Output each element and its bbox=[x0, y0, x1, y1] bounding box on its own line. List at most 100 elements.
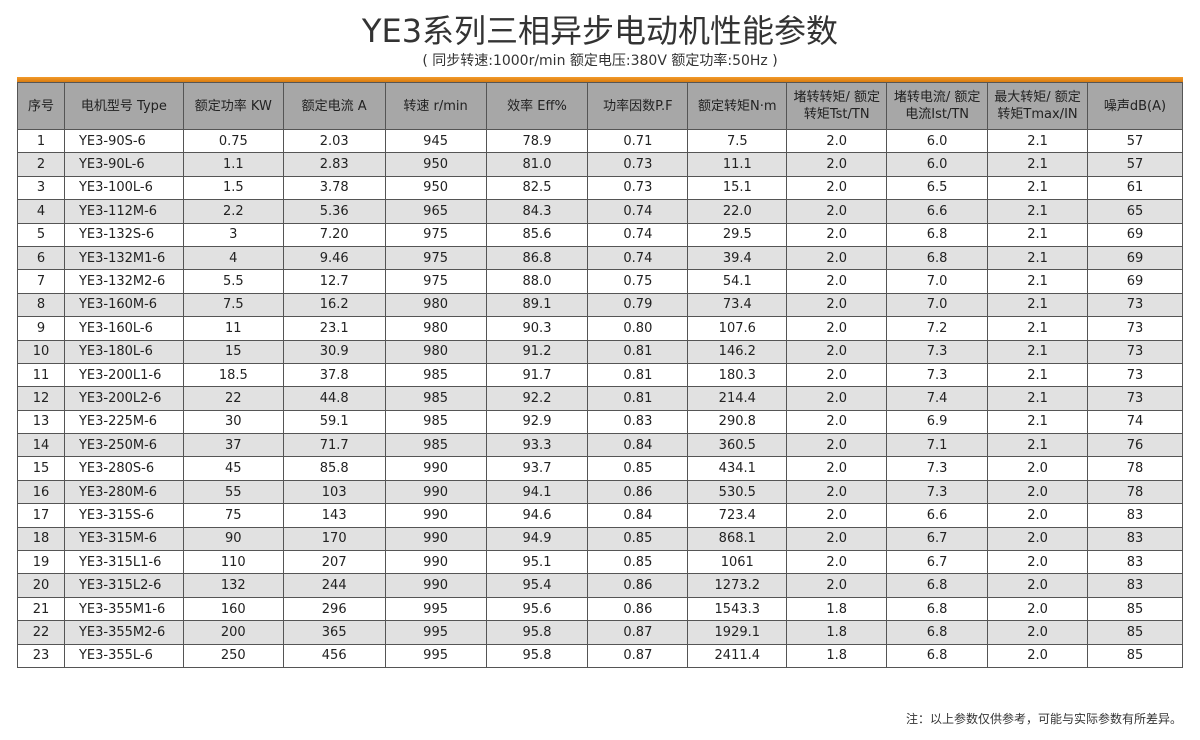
table-cell: 83 bbox=[1087, 526, 1183, 552]
table-cell: 19 bbox=[17, 550, 65, 575]
table-cell: 54.1 bbox=[687, 269, 788, 294]
table-cell: 2.0 bbox=[987, 620, 1088, 645]
table-cell: 93.7 bbox=[485, 456, 589, 481]
table-cell: 2 bbox=[17, 152, 65, 177]
table-cell: 1.5 bbox=[182, 175, 284, 201]
table-cell: 2.0 bbox=[786, 526, 888, 552]
table-cell: 0.75 bbox=[587, 269, 689, 294]
table-cell: 2.0 bbox=[786, 316, 888, 341]
table-row: 8 YE3-160M-6 7.5 16.2 980 89.1 0.79 73.4 2.0 7.0 2… bbox=[17, 292, 1183, 318]
table-cell: 15 bbox=[17, 456, 65, 481]
table-cell: 83 bbox=[1087, 550, 1183, 575]
table-cell: 91.7 bbox=[485, 362, 589, 388]
table-cell: 146.2 bbox=[687, 339, 788, 364]
table-cell: 244 bbox=[282, 573, 386, 598]
table-cell: 1.1 bbox=[182, 152, 284, 177]
table-cell: 94.6 bbox=[485, 503, 589, 528]
table-cell: 3 bbox=[17, 175, 65, 201]
table-cell: 93.3 bbox=[485, 433, 589, 458]
column-header: 转速 r/min bbox=[384, 82, 487, 130]
table-cell: 22.0 bbox=[687, 199, 788, 224]
table-cell: 81.0 bbox=[485, 152, 589, 177]
table-cell: 85 bbox=[1087, 620, 1183, 645]
table-cell: 2.1 bbox=[987, 269, 1088, 294]
table-cell: 6.6 bbox=[886, 199, 989, 224]
table-cell: 5.36 bbox=[282, 199, 386, 224]
table-row: 16 YE3-280M-6 55 103 990 94.1 0.86 530.5 2.0 7.3 2… bbox=[17, 479, 1183, 505]
column-header: 噪声dB(A) bbox=[1087, 82, 1183, 130]
table-cell: 2.0 bbox=[786, 292, 888, 318]
table-cell: 15.1 bbox=[687, 175, 788, 201]
table-cell: 23.1 bbox=[282, 316, 386, 341]
table-cell: 92.9 bbox=[485, 409, 589, 435]
table-cell: 90.3 bbox=[485, 316, 589, 341]
table-cell: 71.7 bbox=[282, 433, 386, 458]
table-cell: 16 bbox=[17, 479, 65, 505]
table-cell: 6.8 bbox=[886, 573, 989, 598]
table-cell: 985 bbox=[384, 409, 487, 435]
table-cell: 7.3 bbox=[886, 339, 989, 364]
table-cell: 365 bbox=[282, 620, 386, 645]
table-cell: 18 bbox=[17, 526, 65, 552]
table-cell: 0.80 bbox=[587, 316, 689, 341]
table-cell: 30 bbox=[182, 409, 284, 435]
table-cell: 6.8 bbox=[886, 596, 989, 622]
table-cell: 95.8 bbox=[485, 643, 589, 668]
table-cell: 2.0 bbox=[987, 596, 1088, 622]
table-cell: 2.1 bbox=[987, 362, 1088, 388]
table-cell: 2.0 bbox=[786, 199, 888, 224]
table-cell: YE3-90S-6 bbox=[63, 128, 184, 154]
column-header: 额定电流 A bbox=[282, 82, 386, 130]
table-cell: 0.84 bbox=[587, 433, 689, 458]
table-cell: 170 bbox=[282, 526, 386, 552]
table-cell: 45 bbox=[182, 456, 284, 481]
table-cell: 0.85 bbox=[587, 550, 689, 575]
table-cell: 990 bbox=[384, 503, 487, 528]
column-header: 效率 Eff% bbox=[485, 82, 589, 130]
table-cell: 82.5 bbox=[485, 175, 589, 201]
table-cell: YE3-280S-6 bbox=[63, 456, 184, 481]
table-cell: 73 bbox=[1087, 316, 1183, 341]
table-cell: 2.1 bbox=[987, 152, 1088, 177]
table-cell: 89.1 bbox=[485, 292, 589, 318]
table-cell: 30.9 bbox=[282, 339, 386, 364]
table-cell: YE3-112M-6 bbox=[63, 199, 184, 224]
table-cell: 103 bbox=[282, 479, 386, 505]
table-cell: 7.20 bbox=[282, 222, 386, 247]
table-cell: 0.75 bbox=[182, 128, 284, 154]
table-cell: YE3-355M2-6 bbox=[63, 620, 184, 645]
table-cell: 214.4 bbox=[687, 386, 788, 411]
table-cell: 2.83 bbox=[282, 152, 386, 177]
table-cell: 995 bbox=[384, 643, 487, 668]
table-cell: 985 bbox=[384, 433, 487, 458]
table-cell: 6.8 bbox=[886, 620, 989, 645]
table-cell: 65 bbox=[1087, 199, 1183, 224]
table-cell: 2.0 bbox=[786, 386, 888, 411]
table-cell: 2.1 bbox=[987, 245, 1088, 271]
table-cell: 0.83 bbox=[587, 409, 689, 435]
table-cell: 10 bbox=[17, 339, 65, 364]
table-cell: 85 bbox=[1087, 643, 1183, 668]
table-cell: YE3-250M-6 bbox=[63, 433, 184, 458]
table-cell: YE3-315L1-6 bbox=[63, 550, 184, 575]
table-cell: 0.81 bbox=[587, 339, 689, 364]
table-cell: 7.2 bbox=[886, 316, 989, 341]
table-cell: 0.87 bbox=[587, 643, 689, 668]
table-cell: 0.85 bbox=[587, 456, 689, 481]
table-cell: 2.0 bbox=[987, 503, 1088, 528]
table-row: 11 YE3-200L1-6 18.5 37.8 985 91.7 0.81 180.3 2.0… bbox=[17, 362, 1183, 388]
table-cell: 2.0 bbox=[786, 550, 888, 575]
table-cell: 6.8 bbox=[886, 245, 989, 271]
table-cell: 975 bbox=[384, 245, 487, 271]
table-cell: 945 bbox=[384, 128, 487, 154]
table-cell: 2.0 bbox=[786, 269, 888, 294]
table-cell: 0.86 bbox=[587, 596, 689, 622]
table-cell: 2.0 bbox=[786, 573, 888, 598]
table-cell: 1 bbox=[17, 128, 65, 154]
table-cell: 2.0 bbox=[786, 362, 888, 388]
table-cell: YE3-132M2-6 bbox=[63, 269, 184, 294]
table-cell: 9.46 bbox=[282, 245, 386, 271]
table-cell: 91.2 bbox=[485, 339, 589, 364]
table-cell: 1.8 bbox=[786, 620, 888, 645]
table-cell: 7.3 bbox=[886, 479, 989, 505]
